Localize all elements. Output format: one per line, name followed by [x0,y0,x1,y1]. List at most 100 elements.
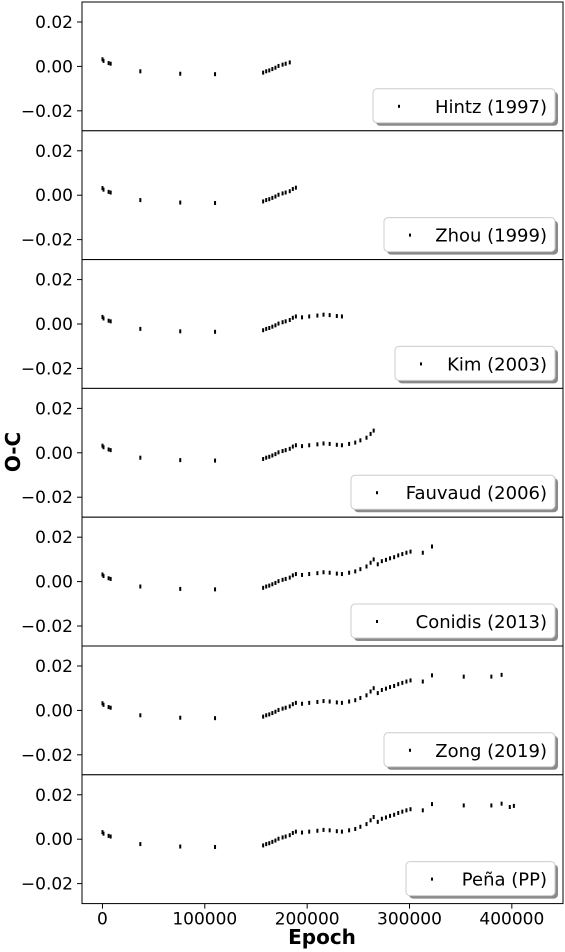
data-point [397,682,400,687]
data-point [335,700,338,705]
data-point [500,801,503,806]
data-point [291,830,294,835]
data-point [271,195,274,200]
data-point [281,835,284,840]
panel-5: −0.02 0.00 0.02 Conidis (2013) [21,516,564,647]
data-point [365,435,368,440]
data-point [335,829,338,834]
panel-6: −0.02 0.00 0.02 Zong (2019) [21,645,564,776]
data-point [291,186,294,191]
data-point [322,441,325,446]
data-point [109,834,112,839]
legend-box [405,861,556,897]
y-tick-label: 0.00 [35,573,73,593]
y-tick-label: 0.02 [35,399,73,419]
data-point [102,316,105,321]
data-point [268,325,271,330]
data-point [288,189,291,194]
data-point [369,560,372,565]
panels-group: −0.02 0.00 0.02 Hintz (1997) −0.02 0.00 0.02 Zh… [21,1,564,930]
data-point [393,555,396,560]
legend-label: Peña (PP) [462,870,547,891]
legend-label: Kim (2003) [447,354,547,375]
data-point [294,572,297,577]
data-point [397,553,400,558]
data-point [102,58,105,63]
data-point [214,329,217,334]
data-point [274,452,277,457]
data-point [294,700,297,705]
data-point [109,576,112,581]
data-point [268,583,271,588]
data-point [316,442,319,447]
data-point [393,683,396,688]
legend-marker [398,104,400,108]
data-point [107,576,110,581]
legend-marker [409,233,411,237]
data-point [376,819,379,824]
y-tick-label: 0.00 [35,701,73,721]
legend-marker [376,491,378,495]
data-point [271,324,274,329]
legend-label: Fauvaud (2006) [406,483,547,504]
data-point [101,57,104,62]
data-point [262,70,265,75]
data-point [384,815,387,820]
data-point [277,579,280,584]
data-point [365,822,368,827]
data-point [101,443,104,448]
data-point [365,564,368,569]
data-point [179,329,182,334]
y-tick-label: 0.00 [35,186,73,206]
y-tick-label: 0.00 [35,57,73,77]
data-point [384,557,387,562]
data-point [274,709,277,714]
data-point [291,444,294,449]
data-point [490,803,493,808]
data-point [372,557,375,562]
data-point [405,550,408,555]
data-point [308,829,311,834]
data-point [421,679,424,684]
data-point [281,320,284,325]
x-tick-label: 0 [97,910,108,930]
data-point [335,442,338,447]
data-point [512,803,515,808]
y-tick-label: −0.02 [21,617,73,637]
data-point [101,572,104,577]
data-point [139,584,142,589]
data-point [284,448,287,453]
data-point [348,699,351,704]
data-point [288,60,291,65]
data-point [308,700,311,705]
data-point [271,711,274,716]
legend-box [372,88,556,124]
data-point [102,445,105,450]
data-point [277,192,280,197]
legend-label: Zong (2019) [435,741,547,762]
data-point [179,586,182,591]
data-point [308,314,311,319]
data-point [139,326,142,331]
data-point [291,702,294,707]
data-point [316,571,319,576]
data-point [301,830,304,835]
y-tick-label: −0.02 [21,359,73,379]
data-point [277,707,280,712]
data-point [214,587,217,592]
y-tick-label: 0.00 [35,444,73,464]
data-point [271,582,274,587]
data-point [179,71,182,76]
data-point [288,318,291,323]
data-point [109,190,112,195]
y-tick-label: 0.02 [35,786,73,806]
data-point [107,189,110,194]
data-point [109,61,112,66]
data-point [274,194,277,199]
data-point [284,190,287,195]
data-point [380,559,383,564]
y-tick-label: −0.02 [21,102,73,122]
data-point [101,830,104,835]
data-point [335,314,338,319]
data-point [281,62,284,67]
